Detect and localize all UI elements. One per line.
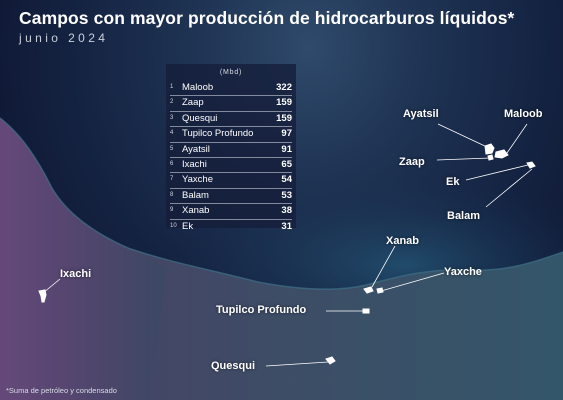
label-tupilco-profundo: Tupilco Profundo	[216, 304, 307, 316]
table-row: 10 Ek 31	[170, 220, 292, 234]
leader-ixachi	[42, 278, 61, 294]
map-title: Campos con mayor producción de hidrocarb…	[19, 8, 515, 28]
row-rank: 10	[170, 222, 177, 229]
marker-zaap	[487, 154, 494, 161]
table-row: 1 Maloob 322	[170, 81, 292, 97]
marker-xanab	[363, 286, 374, 294]
row-rank: 1	[170, 84, 174, 90]
footnote: *Suma de petróleo y condensado	[6, 386, 117, 395]
leader-maloob	[506, 123, 528, 154]
row-value: 65	[281, 158, 292, 170]
row-rank: 4	[170, 130, 174, 137]
row-value: 97	[281, 128, 292, 140]
row-field-name: Yaxche	[182, 174, 213, 186]
marker-tupilco	[362, 308, 370, 314]
marker-ixachi	[38, 289, 47, 303]
table-row: 2 Zaap 159	[170, 96, 292, 112]
marker-ayatsil	[484, 143, 495, 155]
row-field-name: Xanab	[182, 205, 210, 217]
row-value: 31	[281, 220, 292, 232]
western-land	[0, 118, 166, 400]
row-value: 54	[281, 174, 292, 186]
row-field-name: Ek	[182, 220, 194, 232]
table-row: 8 Balam 53	[170, 189, 292, 205]
leader-zaap	[436, 157, 491, 161]
table-row: 4 Tupilco Profundo 97	[170, 127, 292, 143]
row-field-name: Maloob	[182, 82, 214, 93]
row-field-name: Ixachi	[182, 158, 207, 170]
coastline	[0, 117, 563, 290]
label-ek: Ek	[446, 176, 460, 188]
row-field-name: Quesqui	[182, 112, 218, 124]
field-markers	[38, 143, 536, 365]
row-value: 159	[276, 112, 292, 124]
marker-ek-balam	[526, 161, 536, 169]
leader-quesqui	[265, 361, 329, 367]
row-rank: 7	[170, 176, 174, 183]
marker-quesqui	[325, 356, 336, 365]
row-rank: 3	[170, 114, 174, 121]
row-rank: 9	[170, 207, 174, 214]
table-unit: (Mbd)	[219, 69, 243, 76]
row-field-name: Ayatsil	[182, 143, 210, 155]
row-rank: 6	[170, 160, 174, 167]
label-maloob: Maloob	[504, 108, 543, 120]
leader-balam	[485, 168, 533, 208]
row-field-name: Zaap	[182, 97, 204, 109]
label-quesqui: Quesqui	[211, 360, 256, 372]
label-xanab: Xanab	[386, 235, 420, 247]
row-value: 53	[281, 189, 292, 201]
label-balam: Balam	[447, 210, 481, 222]
row-value: 38	[281, 205, 292, 217]
row-rank: 2	[170, 99, 174, 106]
row-value: 322	[276, 82, 292, 93]
table-row: 3 Quesqui 159	[170, 112, 292, 128]
label-yaxche: Yaxche	[444, 266, 482, 278]
leader-xanab	[371, 245, 396, 288]
table-row: 9 Xanab 38	[170, 204, 292, 220]
label-ayatsil: Ayatsil	[403, 108, 439, 120]
table-row: 5 Ayatsil 91	[170, 143, 292, 158]
row-field-name: Tupilco Profundo	[182, 128, 254, 140]
label-ixachi: Ixachi	[60, 268, 92, 280]
production-table: (Mbd) 1 Maloob 322 2 Zaap 159 3 Quesqui 159 4 T…	[166, 64, 296, 232]
leader-ek	[465, 164, 529, 181]
row-value: 91	[281, 143, 292, 155]
row-value: 159	[276, 97, 292, 109]
marker-maloob	[494, 149, 509, 159]
row-rank: 5	[170, 145, 174, 152]
marker-yaxche	[376, 287, 384, 294]
table-row: 7 Yaxche 54	[170, 173, 292, 189]
row-rank: 8	[170, 191, 174, 198]
label-zaap: Zaap	[399, 156, 425, 168]
leader-lines	[42, 123, 533, 367]
map-subtitle: junio 2024	[19, 31, 109, 45]
leader-yaxche	[380, 272, 445, 292]
table-rows: 1 Maloob 322 2 Zaap 159 3 Quesqui 159 4 Tupilco…	[170, 81, 292, 234]
row-field-name: Balam	[182, 189, 209, 201]
leader-ayatsil	[437, 123, 488, 148]
table-row: 6 Ixachi 65	[170, 158, 292, 174]
